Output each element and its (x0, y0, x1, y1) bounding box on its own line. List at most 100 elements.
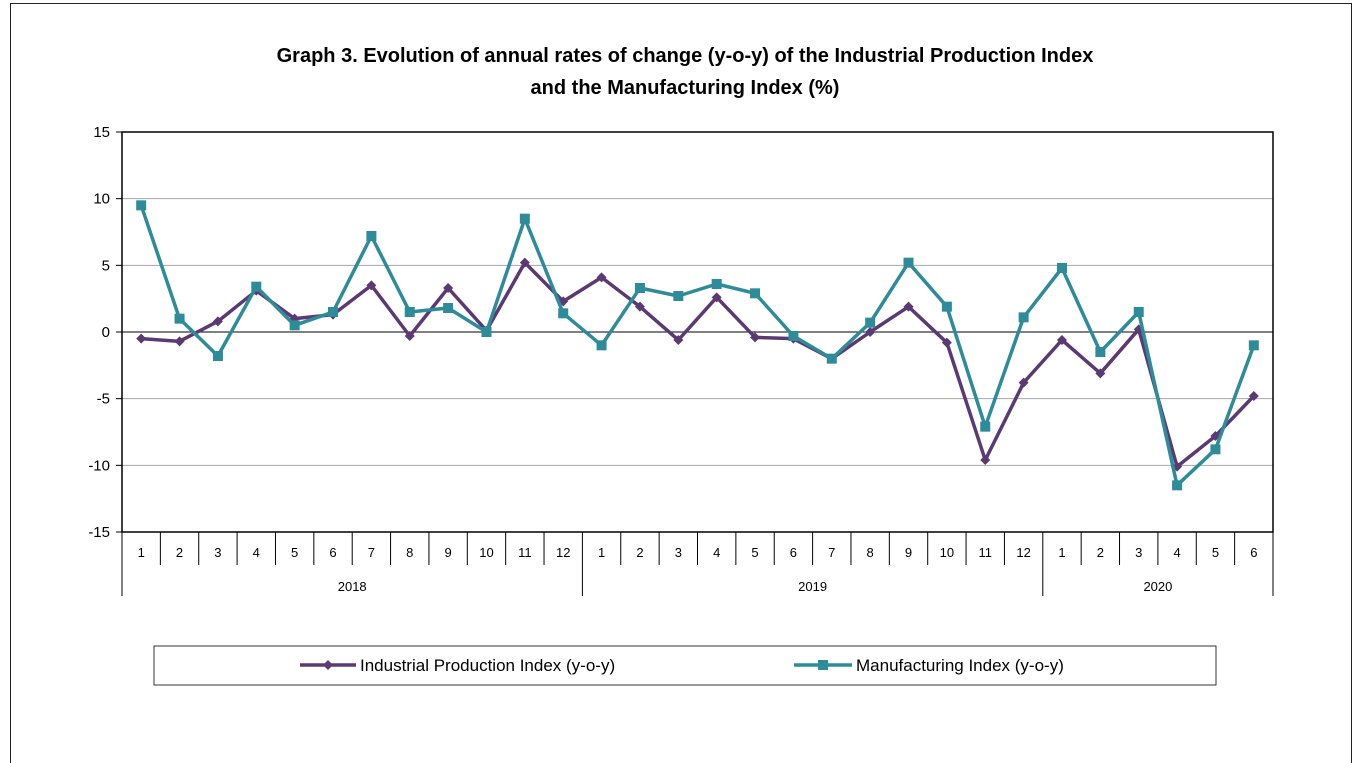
data-point-mi (404, 307, 415, 317)
x-tick-label: 1 (138, 545, 145, 560)
x-tick-label: 3 (1135, 545, 1142, 560)
x-tick-label: 3 (214, 545, 221, 560)
data-point-ipi (673, 335, 684, 345)
data-point-mi (289, 320, 300, 331)
data-point-ipi (1056, 335, 1067, 345)
legend-marker-ipi (323, 660, 333, 670)
x-tick-label: 12 (1016, 545, 1030, 560)
x-tick-label: 6 (1250, 545, 1257, 560)
data-point-ipi (1095, 368, 1106, 379)
x-tick-label: 3 (675, 545, 682, 560)
series (136, 200, 1259, 491)
x-tick-label: 4 (713, 545, 720, 560)
x-tick-label: 4 (253, 545, 260, 560)
x-tick-label: 2 (1097, 545, 1104, 560)
x-tick-label: 11 (979, 545, 993, 560)
data-point-mi (903, 257, 914, 268)
data-point-mi (1095, 347, 1106, 357)
data-point-mi (1248, 340, 1259, 351)
y-tick-label: 5 (102, 257, 110, 274)
data-point-ipi (941, 337, 952, 348)
x-axis-categories: 1 2 3 4 5 6 7 8 9 10 11 12 1 2 3 4 5 6 7 8 9 10 11 12 1 2 3 4 5 62018… (121, 532, 1274, 596)
chart-title-line1: Graph 3. Evolution of annual rates of ch… (277, 45, 1094, 67)
series-line-mi (139, 204, 1256, 488)
y-tick-label: -15 (88, 524, 110, 541)
chart-title-line2: and the Manufacturing Index (%) (531, 77, 840, 99)
x-tick-label: 9 (905, 545, 912, 560)
data-point-mi (865, 317, 876, 328)
data-point-ipi (136, 333, 147, 344)
data-point-mi (366, 231, 377, 241)
data-point-mi (1210, 444, 1221, 455)
y-axis-ticks: 15 10 5 0 -5 -10 -15 (88, 124, 122, 541)
year-label: 2019 (798, 579, 827, 594)
data-point-ipi (519, 257, 530, 268)
data-point-mi (634, 283, 645, 293)
chart-frame (10, 3, 1352, 763)
x-tick-label: 6 (790, 545, 797, 560)
data-point-mi (980, 421, 991, 432)
data-point-mi (251, 281, 262, 292)
x-tick-label: 8 (406, 545, 413, 560)
x-tick-label: 9 (444, 545, 451, 560)
data-point-mi (788, 331, 799, 341)
data-point-mi (519, 213, 530, 224)
x-tick-label: 7 (368, 545, 375, 560)
gridlines (122, 198, 1273, 466)
x-tick-label: 10 (940, 545, 954, 560)
data-point-ipi (711, 292, 722, 303)
y-tick-label: 10 (93, 191, 110, 208)
x-tick-label: 5 (751, 545, 758, 560)
data-point-mi (481, 327, 492, 337)
data-point-ipi (366, 280, 377, 291)
data-point-ipi (750, 332, 761, 343)
series-line-ipi (141, 260, 1256, 469)
data-point-mi (558, 308, 569, 319)
data-point-mi (328, 307, 339, 317)
legend-label-mi: Manufacturing Index (y-o-y) (856, 656, 1064, 675)
x-tick-label: 12 (556, 545, 570, 560)
data-point-mi (673, 291, 684, 301)
y-tick-label: 0 (102, 324, 110, 341)
x-tick-label: 5 (291, 545, 298, 560)
data-point-mi (1056, 263, 1067, 273)
data-point-mi (1133, 307, 1144, 317)
legend-marker-mi (818, 660, 828, 670)
data-point-ipi (865, 327, 876, 337)
x-tick-label: 4 (1173, 545, 1180, 560)
data-point-ipi (174, 336, 185, 347)
data-point-ipi (404, 331, 415, 341)
data-point-mi (750, 288, 761, 299)
data-point-ipi (1018, 377, 1029, 388)
data-point-ipi (212, 316, 223, 327)
data-point-mi (1018, 312, 1029, 323)
data-point-ipi (634, 301, 645, 312)
y-tick-label: -10 (88, 457, 110, 474)
x-tick-label: 2 (176, 545, 183, 560)
data-point-ipi (980, 455, 991, 465)
x-tick-label: 8 (867, 545, 874, 560)
data-point-ipi (596, 272, 607, 283)
data-point-ipi (443, 283, 454, 293)
data-point-mi (443, 303, 454, 313)
y-tick-label: -5 (97, 391, 110, 408)
data-point-ipi (1248, 391, 1259, 401)
x-tick-label: 5 (1212, 545, 1219, 560)
x-tick-label: 1 (598, 545, 605, 560)
data-point-ipi (903, 301, 914, 312)
legend: Industrial Production Index (y-o-y) Manu… (300, 656, 1064, 675)
data-point-mi (212, 351, 223, 361)
y-tick-label: 15 (93, 124, 110, 141)
year-label: 2018 (338, 579, 367, 594)
x-tick-label: 6 (329, 545, 336, 560)
data-point-mi (174, 313, 185, 324)
year-label: 2020 (1143, 579, 1172, 594)
data-point-mi (136, 200, 147, 211)
x-tick-label: 7 (828, 545, 835, 560)
x-tick-label: 10 (479, 545, 493, 560)
x-tick-label: 2 (636, 545, 643, 560)
data-point-mi (711, 279, 722, 289)
data-point-mi (596, 340, 607, 351)
x-tick-label: 11 (518, 545, 532, 560)
